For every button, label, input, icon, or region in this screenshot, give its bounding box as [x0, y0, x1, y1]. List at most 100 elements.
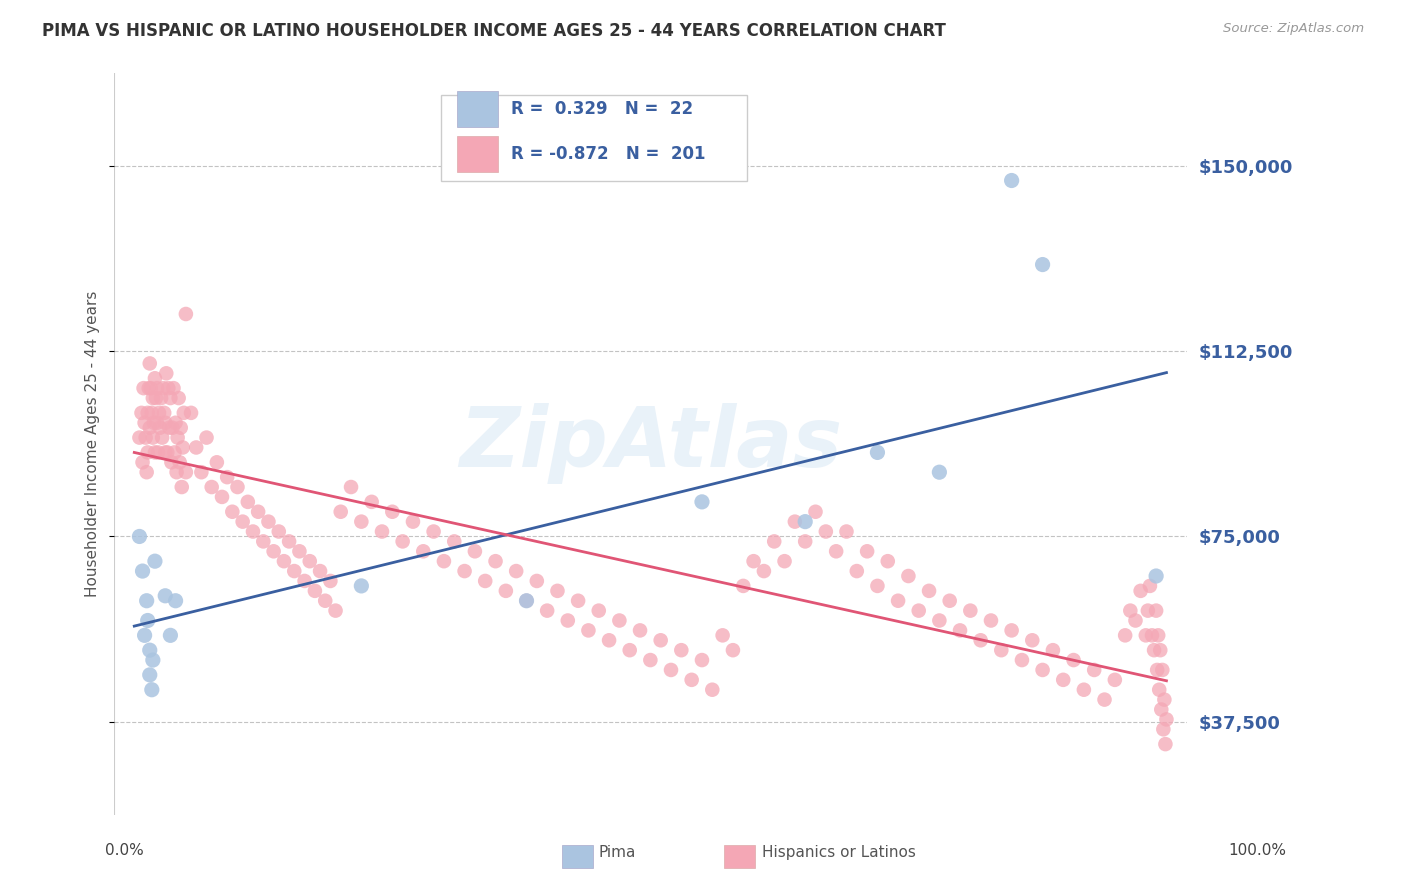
Point	[464, 544, 486, 558]
FancyBboxPatch shape	[457, 136, 498, 172]
Point	[257, 515, 280, 529]
Point	[733, 579, 755, 593]
Point	[1149, 643, 1171, 657]
Point	[1139, 579, 1161, 593]
Point	[142, 653, 165, 667]
Point	[433, 554, 456, 568]
Point	[142, 416, 165, 430]
Text: Hispanics or Latinos: Hispanics or Latinos	[762, 846, 915, 860]
Point	[298, 554, 321, 568]
Point	[139, 381, 162, 395]
Point	[139, 643, 162, 657]
Point	[567, 593, 589, 607]
Point	[201, 480, 224, 494]
Point	[588, 604, 610, 618]
Point	[263, 544, 285, 558]
Point	[236, 495, 259, 509]
Point	[659, 663, 682, 677]
Point	[190, 465, 212, 479]
Point	[1147, 628, 1170, 642]
Point	[166, 431, 188, 445]
Text: 100.0%: 100.0%	[1229, 843, 1286, 858]
Point	[148, 406, 170, 420]
Point	[866, 445, 889, 459]
Point	[217, 470, 239, 484]
Point	[495, 583, 517, 598]
Point	[159, 628, 181, 642]
Point	[152, 381, 174, 395]
Point	[866, 579, 889, 593]
Point	[876, 554, 898, 568]
Point	[1032, 258, 1054, 272]
Point	[278, 534, 301, 549]
Point	[949, 624, 972, 638]
Point	[1143, 643, 1166, 657]
Point	[138, 381, 160, 395]
Point	[205, 455, 228, 469]
Point	[143, 554, 166, 568]
Point	[163, 445, 186, 459]
Point	[1011, 653, 1033, 667]
Point	[169, 455, 191, 469]
Point	[814, 524, 837, 539]
Point	[350, 579, 373, 593]
Point	[546, 583, 568, 598]
Point	[453, 564, 475, 578]
Point	[1156, 712, 1178, 726]
Point	[671, 643, 693, 657]
Point	[247, 505, 270, 519]
Point	[598, 633, 620, 648]
Point	[628, 624, 651, 638]
Point	[132, 381, 155, 395]
Point	[391, 534, 413, 549]
Point	[742, 554, 765, 568]
Point	[232, 515, 254, 529]
Y-axis label: Householder Income Ages 25 - 44 years: Householder Income Ages 25 - 44 years	[86, 291, 100, 597]
Point	[146, 381, 169, 395]
Point	[856, 544, 879, 558]
Point	[1144, 569, 1167, 583]
Point	[165, 416, 187, 430]
Point	[350, 515, 373, 529]
Point	[783, 515, 806, 529]
Point	[162, 381, 184, 395]
Point	[980, 614, 1002, 628]
Point	[1136, 604, 1159, 618]
Point	[681, 673, 703, 687]
Point	[1125, 614, 1147, 628]
Point	[146, 416, 169, 430]
Point	[619, 643, 641, 657]
Point	[640, 653, 662, 667]
Point	[526, 574, 548, 588]
Point	[690, 653, 713, 667]
Point	[402, 515, 425, 529]
Point	[515, 593, 537, 607]
Point	[149, 420, 172, 434]
Point	[141, 682, 163, 697]
Point	[136, 614, 159, 628]
Point	[1154, 737, 1177, 751]
Point	[1073, 682, 1095, 697]
Text: 0.0%: 0.0%	[105, 843, 145, 858]
Point	[1104, 673, 1126, 687]
FancyBboxPatch shape	[441, 95, 747, 180]
Point	[360, 495, 382, 509]
Point	[283, 564, 305, 578]
Point	[155, 589, 177, 603]
Point	[721, 643, 744, 657]
Point	[329, 505, 352, 519]
Point	[319, 574, 342, 588]
Point	[928, 465, 950, 479]
Point	[340, 480, 363, 494]
Point	[794, 515, 817, 529]
Point	[1032, 663, 1054, 677]
Point	[773, 554, 796, 568]
Point	[141, 406, 163, 420]
Point	[159, 391, 181, 405]
Point	[155, 367, 177, 381]
Point	[1119, 604, 1142, 618]
Text: Source: ZipAtlas.com: Source: ZipAtlas.com	[1223, 22, 1364, 36]
Point	[897, 569, 920, 583]
Point	[1146, 663, 1168, 677]
Point	[160, 455, 183, 469]
